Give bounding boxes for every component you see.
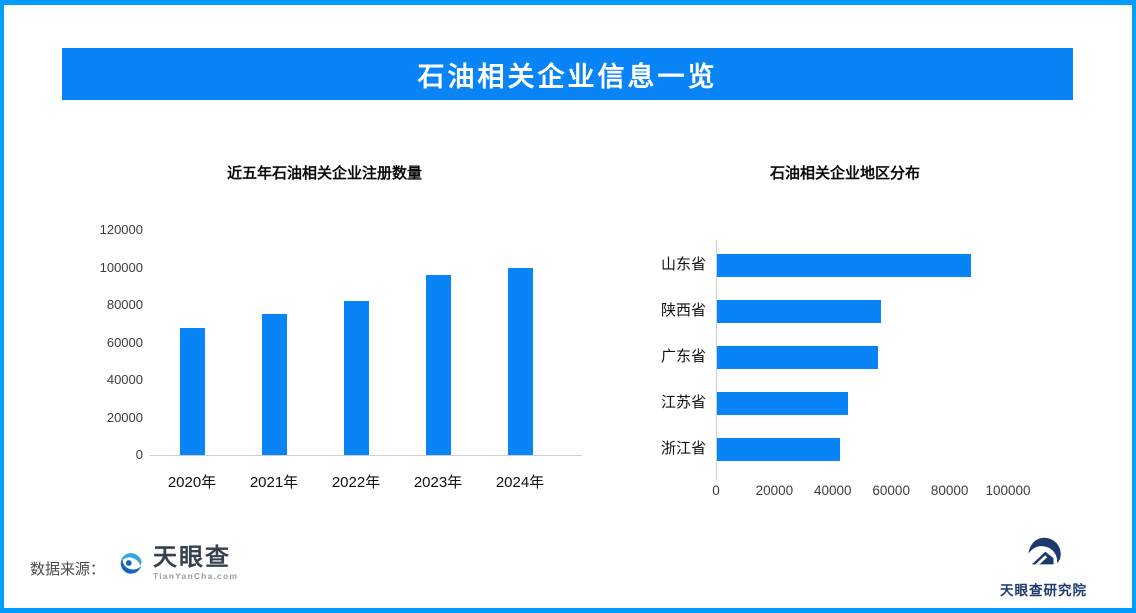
x-axis-category-label: 2020年 [167,474,217,491]
y-axis-tick-label: 100000 [99,259,143,275]
right-chart-title: 石油相关企业地区分布 [769,165,920,182]
x-axis-category-label: 2022年 [331,474,381,491]
y-axis-tick-label: 0 [135,447,143,462]
y-axis-category-label: 陕西省 [660,302,706,319]
x-axis-tick-label: 20000 [755,483,794,498]
x-axis-line [150,455,582,456]
research-institute-icon [1028,537,1061,565]
x-axis-tick-label: 0 [712,483,720,498]
bar-2021年 [261,314,287,455]
bar-陕西省 [717,299,881,323]
page-title-banner: 石油相关企业信息一览 [62,48,1073,100]
tianyancha-logo-icon [120,553,142,574]
bar-2023年 [425,275,451,455]
y-axis-tick-label: 40000 [106,372,143,387]
y-axis-tick-label: 80000 [106,297,143,312]
right-chart-plot: 山东省陕西省广东省江苏省浙江省 0 20000 40000 60000 80000 1000… [630,140,1110,525]
bar-2024年 [507,268,533,455]
y-axis-category-label: 浙江省 [660,440,706,457]
bar-2022年 [343,301,369,455]
left-chart-plot: 0 20000 40000 60000 80000 100000 120000 2020年 20… [62,140,587,525]
research-institute-logo: 天眼查研究院 [986,535,1101,599]
x-axis-category-label: 2023年 [413,474,463,491]
x-axis-category-label: 2021年 [249,474,299,491]
bar-山东省 [717,253,972,277]
tianyancha-name: 天眼查 [153,544,231,571]
y-axis-tick-label: 60000 [106,334,143,350]
left-chart-title: 近五年石油相关企业注册数量 [226,165,422,182]
x-axis-category-label: 2024年 [495,474,545,491]
x-axis-tick-label: 100000 [985,483,1031,498]
y-axis-line [716,240,717,481]
region-distribution-chart: 石油相关企业地区分布 山东省陕西省广东省江苏省浙江省 0 20000 40000 600… [630,140,1110,525]
y-axis-category-label: 广东省 [660,348,706,365]
tianyancha-wordmark: 天眼查 TianYanCha.com [153,546,238,581]
x-axis-tick-label: 80000 [930,483,969,498]
y-axis-tick-label: 120000 [99,222,143,237]
y-axis-category-label: 江苏省 [660,394,706,411]
tianyancha-logo: 天眼查 TianYanCha.com [116,546,238,581]
bar-江苏省 [717,391,849,415]
y-axis-category-label: 山东省 [660,256,706,273]
bar-广东省 [717,345,878,369]
research-institute-name: 天眼查研究院 [1000,583,1087,598]
bar-浙江省 [717,437,840,461]
registration-trend-chart: 近五年石油相关企业注册数量 0 20000 40000 60000 80000 10000… [62,140,587,525]
x-axis-tick-label: 60000 [872,483,910,498]
page-title: 石油相关企业信息一览 [417,61,718,92]
bar-2020年 [179,327,205,455]
y-axis-tick-label: 20000 [106,409,143,425]
tianyancha-domain: TianYanCha.com [153,571,239,581]
data-source-label: 数据来源： [30,561,106,578]
x-axis-tick-label: 40000 [814,483,852,498]
